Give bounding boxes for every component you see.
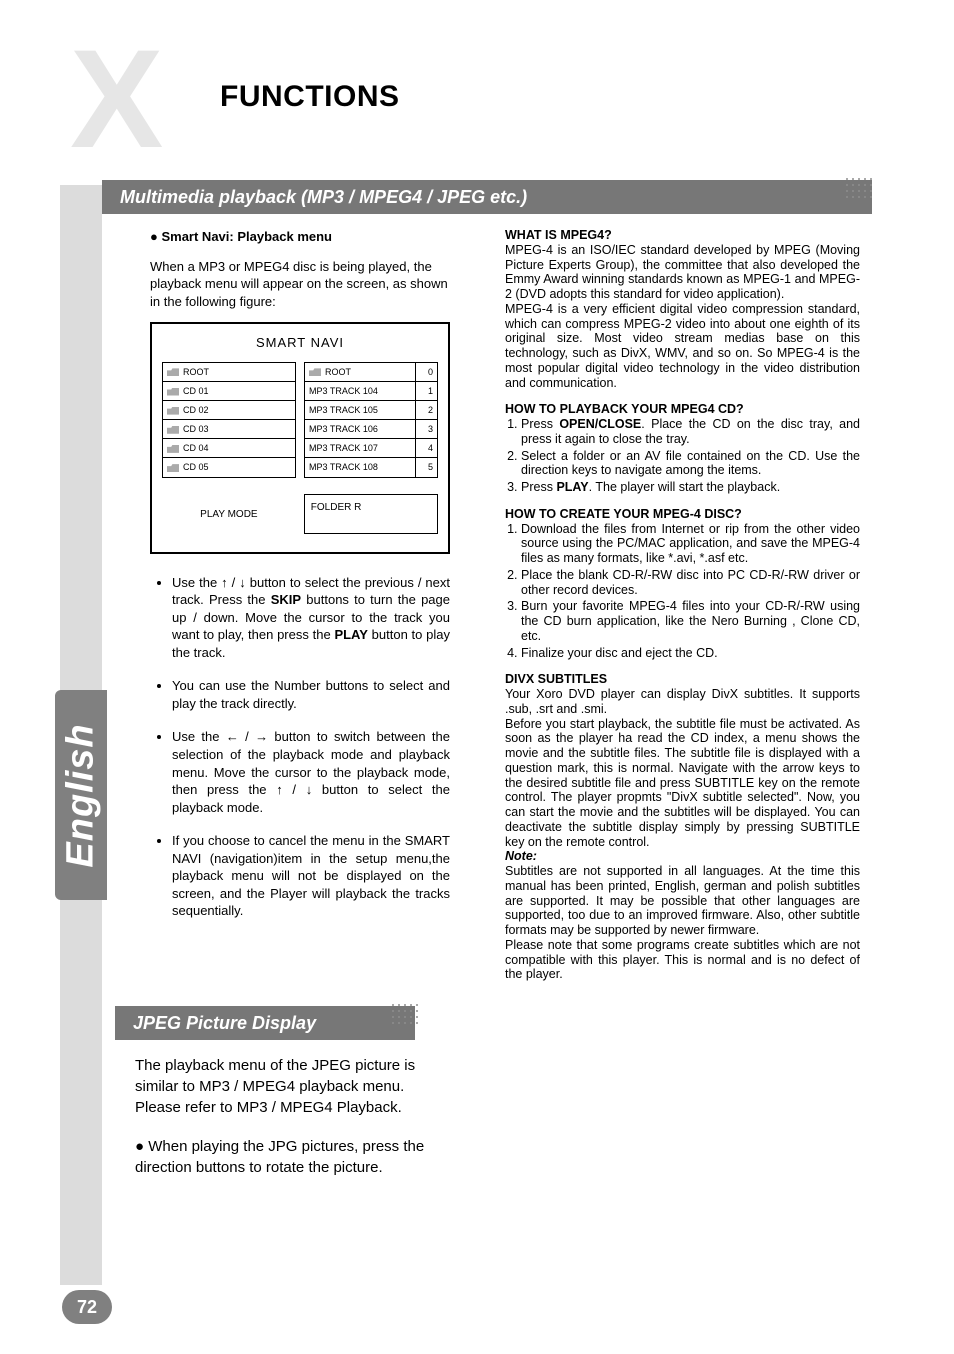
navi-left-table: ROOT CD 01 CD 02 CD 03 CD 04 CD 05	[162, 362, 296, 478]
navi-right-row-label: MP3 TRACK 105	[305, 401, 416, 420]
left-bullet-list: Use the ↑ / ↓ button to select the previ…	[150, 574, 450, 920]
right-column: WHAT IS MPEG4? MPEG-4 is an ISO/IEC stan…	[505, 228, 860, 982]
folder-r-box: FOLDER R	[304, 494, 438, 534]
playback-steps-list: Press OPEN/CLOSE. Place the CD on the di…	[505, 417, 860, 495]
open-close-key: OPEN/CLOSE	[559, 417, 641, 431]
paragraph: Please note that some programs create su…	[505, 938, 860, 982]
list-item: Place the blank CD-R/-RW disc into PC CD…	[521, 568, 860, 598]
list-item: Select a folder or an AV file contained …	[521, 449, 860, 479]
list-item: Finalize your disc and eject the CD.	[521, 646, 860, 661]
navi-right-row-label: MP3 TRACK 108	[305, 458, 416, 477]
smart-navi-heading: ● Smart Navi: Playback menu	[150, 228, 450, 246]
text: Press	[521, 480, 556, 494]
list-item: Press PLAY. The player will start the pl…	[521, 480, 860, 495]
text: Use the	[172, 575, 221, 590]
smart-navi-box: SMART NAVI ROOT CD 01 CD 02 CD 03 CD 04 …	[150, 322, 450, 553]
jpeg-paragraph-1: The playback menu of the JPEG picture is…	[135, 1055, 445, 1118]
note-label: Note:	[505, 849, 537, 863]
navi-left-row: CD 05	[163, 458, 296, 477]
list-item: Use the ← / → button to switch between t…	[172, 728, 450, 816]
text: Use the	[172, 729, 226, 744]
heading-how-to-create: HOW TO CREATE YOUR MPEG-4 DISC?	[505, 507, 860, 522]
navi-left-row: ROOT	[163, 362, 296, 381]
language-tab: English	[55, 690, 107, 900]
section-banner-multimedia: Multimedia playback (MP3 / MPEG4 / JPEG …	[102, 180, 872, 214]
list-item: You can use the Number buttons to select…	[172, 677, 450, 712]
intro-paragraph: When a MP3 or MPEG4 disc is being played…	[150, 258, 450, 311]
jpeg-paragraph-2: ● When playing the JPG pictures, press t…	[135, 1136, 445, 1178]
list-item: Press OPEN/CLOSE. Place the CD on the di…	[521, 417, 860, 447]
heading-divx-subtitles: DIVX SUBTITLES	[505, 672, 860, 687]
navi-right-row-label: MP3 TRACK 107	[305, 439, 416, 458]
jpeg-section: The playback menu of the JPEG picture is…	[135, 1055, 445, 1196]
navi-right-row-label: MP3 TRACK 106	[305, 420, 416, 439]
navi-right-row-num: 3	[416, 420, 438, 439]
skip-key: SKIP	[271, 592, 301, 607]
play-key: PLAY	[556, 480, 588, 494]
navi-left-row: CD 02	[163, 401, 296, 420]
page-title: FUNCTIONS	[220, 80, 400, 114]
arrow-keys: ↑ / ↓	[276, 782, 312, 797]
text: Press	[521, 417, 559, 431]
navi-right-row-num: 5	[416, 458, 438, 477]
navi-right-row-num: 1	[416, 381, 438, 400]
arrow-keys: ← / →	[226, 729, 268, 744]
navi-right-table: ROOT0 MP3 TRACK 1041 MP3 TRACK 1052 MP3 …	[304, 362, 438, 478]
navi-right-row-label: MP3 TRACK 104	[305, 381, 416, 400]
list-item: Download the files from Internet or rip …	[521, 522, 860, 566]
language-tab-label: English	[60, 723, 103, 867]
text: . The player will start the playback.	[589, 480, 781, 494]
navi-right-row-num: 0	[416, 362, 438, 381]
left-column: ● Smart Navi: Playback menu When a MP3 o…	[150, 228, 450, 936]
navi-left-row: CD 01	[163, 381, 296, 400]
navi-left-row: CD 03	[163, 420, 296, 439]
list-item: Burn your favorite MPEG-4 files into you…	[521, 599, 860, 643]
heading-what-is-mpeg4: WHAT IS MPEG4?	[505, 228, 860, 243]
navi-right-row-label: ROOT	[305, 362, 416, 381]
smart-navi-heading-text: Smart Navi: Playback menu	[158, 229, 332, 244]
navi-bottom-row: PLAY MODE FOLDER R	[162, 494, 438, 534]
paragraph: Subtitles are not supported in all langu…	[505, 864, 860, 938]
list-item: Use the ↑ / ↓ button to select the previ…	[172, 574, 450, 662]
paragraph: Before you start playback, the subtitle …	[505, 717, 860, 850]
paragraph: MPEG-4 is a very efficient digital video…	[505, 302, 860, 391]
paragraph: MPEG-4 is an ISO/IEC standard developed …	[505, 243, 860, 302]
navi-right-row-num: 4	[416, 439, 438, 458]
navi-left-row: CD 04	[163, 439, 296, 458]
navi-right-row-num: 2	[416, 401, 438, 420]
dot-deco-icon	[844, 176, 874, 202]
create-steps-list: Download the files from Internet or rip …	[505, 522, 860, 661]
smart-navi-title: SMART NAVI	[162, 334, 438, 352]
dot-deco-icon	[390, 1002, 420, 1028]
arrow-keys: ↑ / ↓	[221, 575, 246, 590]
paragraph: Your Xoro DVD player can display DivX su…	[505, 687, 860, 717]
play-key: PLAY	[334, 627, 367, 642]
list-item: If you choose to cancel the menu in the …	[172, 832, 450, 920]
bullet-icon: ●	[150, 229, 158, 244]
decorative-x: X	[70, 50, 163, 148]
page-number-badge: 72	[62, 1290, 112, 1324]
play-mode-label: PLAY MODE	[162, 494, 296, 534]
heading-how-to-playback: HOW TO PLAYBACK YOUR MPEG4 CD?	[505, 402, 860, 417]
section-banner-jpeg: JPEG Picture Display	[115, 1006, 415, 1040]
smart-navi-lists: ROOT CD 01 CD 02 CD 03 CD 04 CD 05 ROOT0…	[162, 362, 438, 478]
